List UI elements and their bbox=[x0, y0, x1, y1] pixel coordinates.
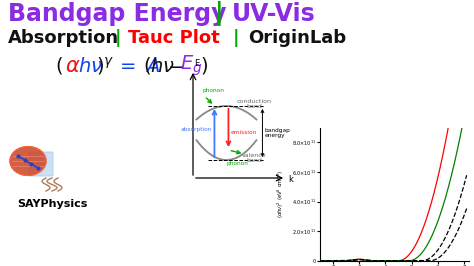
Text: SAYPhysics: SAYPhysics bbox=[17, 199, 87, 209]
FancyBboxPatch shape bbox=[29, 152, 53, 176]
Text: Bandgap Energy: Bandgap Energy bbox=[8, 2, 227, 26]
Text: $\alpha$: $\alpha$ bbox=[65, 56, 81, 76]
Point bbox=[27, 162, 35, 166]
Text: |: | bbox=[233, 29, 239, 47]
Text: conduction
band: conduction band bbox=[237, 99, 272, 109]
Text: phonon: phonon bbox=[202, 88, 224, 93]
Text: $(h\nu$: $(h\nu$ bbox=[143, 56, 175, 77]
Text: $(\ $: $(\ $ bbox=[55, 56, 63, 77]
Text: OriginLab: OriginLab bbox=[248, 29, 346, 47]
Text: $= \ A$: $= \ A$ bbox=[116, 56, 160, 76]
Text: $-$: $-$ bbox=[167, 56, 183, 76]
Text: $h\nu$: $h\nu$ bbox=[78, 56, 103, 76]
Y-axis label: $(\alpha h\nu)^2$ (eV$^2$ cm$^{-2}$): $(\alpha h\nu)^2$ (eV$^2$ cm$^{-2}$) bbox=[276, 170, 286, 218]
Text: |: | bbox=[115, 29, 121, 47]
Text: absorption: absorption bbox=[181, 127, 212, 132]
Text: $)^\gamma$: $)^\gamma$ bbox=[96, 55, 114, 77]
Text: k: k bbox=[288, 174, 293, 184]
Text: UV-Vis: UV-Vis bbox=[232, 2, 316, 26]
Text: E: E bbox=[194, 59, 199, 68]
Text: |: | bbox=[215, 2, 224, 27]
Text: Tauc Plot: Tauc Plot bbox=[128, 29, 220, 47]
Point bbox=[21, 158, 29, 162]
Text: emission: emission bbox=[230, 131, 257, 135]
Text: valence
band: valence band bbox=[242, 153, 267, 163]
Ellipse shape bbox=[10, 147, 46, 175]
Text: Absorption: Absorption bbox=[8, 29, 119, 47]
Text: $)$: $)$ bbox=[200, 56, 208, 77]
Text: bandgap
energy: bandgap energy bbox=[264, 128, 290, 138]
Text: phonon: phonon bbox=[227, 161, 248, 166]
Text: $E_g$: $E_g$ bbox=[180, 54, 202, 78]
Point bbox=[14, 154, 22, 158]
Point bbox=[34, 166, 42, 170]
